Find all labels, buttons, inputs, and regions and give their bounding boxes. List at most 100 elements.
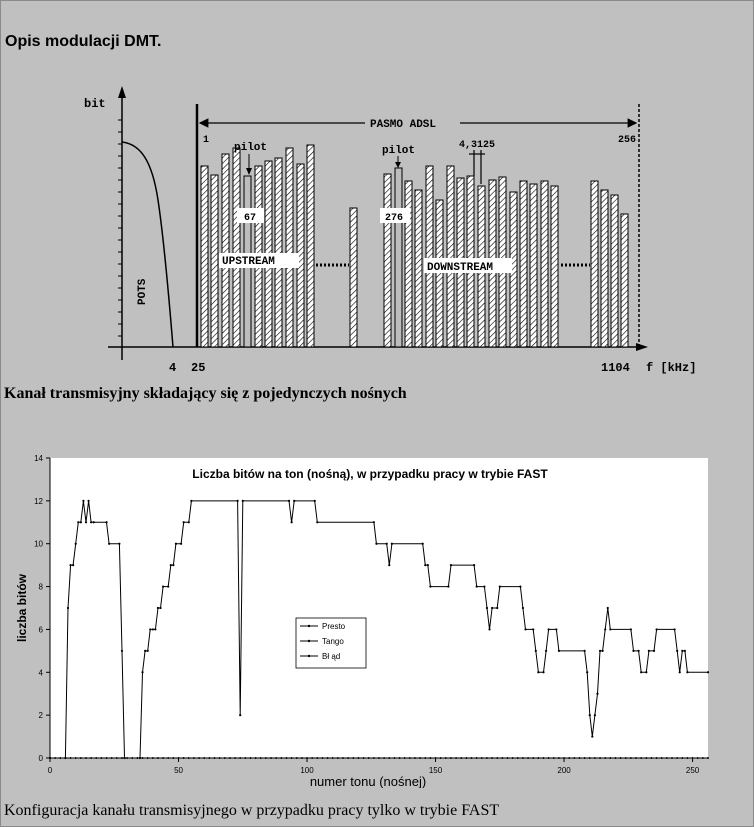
series-point xyxy=(72,564,75,567)
series-point xyxy=(326,757,329,759)
series-point xyxy=(190,499,193,502)
y-tick-label: 14 xyxy=(34,454,43,463)
series-point xyxy=(162,757,164,759)
series-point xyxy=(686,671,689,674)
series-point xyxy=(557,649,561,652)
series-point xyxy=(455,757,458,759)
series-point xyxy=(249,757,252,759)
diagram-y-axis-label: bit xyxy=(84,97,106,111)
series-point xyxy=(182,521,185,524)
series-point xyxy=(388,564,391,567)
series-point xyxy=(444,757,447,759)
series-point xyxy=(588,714,591,717)
pilot-label-upstream: pilot xyxy=(234,142,267,154)
y-tick-label: 2 xyxy=(39,711,44,720)
series-point xyxy=(447,585,450,588)
chart-caption: Konfiguracja kanału transmisyjnego w prz… xyxy=(4,802,500,819)
series-point xyxy=(583,649,586,652)
carrier-spacing-label: 4,3125 xyxy=(459,140,495,151)
chart-y-label: liczba bitów xyxy=(15,573,29,642)
series-point xyxy=(558,757,560,759)
pilot-arrowhead-downstream xyxy=(395,162,401,168)
y-tick-label: 8 xyxy=(39,583,44,592)
series-point xyxy=(701,757,704,759)
chart-x-label: numer tonu (nośnej) xyxy=(310,774,426,788)
series-point xyxy=(524,628,527,631)
series-point xyxy=(586,671,589,674)
series-point xyxy=(79,757,82,759)
series-point xyxy=(660,757,663,759)
series-point xyxy=(105,521,108,524)
series-point xyxy=(491,757,493,759)
series-point xyxy=(144,649,147,652)
series-point xyxy=(108,542,111,545)
series-point xyxy=(229,757,231,759)
series-point xyxy=(198,757,200,759)
series-point xyxy=(686,757,689,759)
bits-per-tone-chart: 0 2 4 6 8 10 12 14 0 50 100 150 200 250 Liczba bitów … xyxy=(15,454,710,788)
series-point xyxy=(313,499,316,502)
series-point xyxy=(485,606,489,610)
series-point xyxy=(522,757,524,759)
series-point xyxy=(434,757,437,759)
series-point xyxy=(311,757,314,759)
series-point xyxy=(609,628,612,631)
chart-title: Liczba bitów na ton (nośną), w przypadku… xyxy=(192,467,548,481)
series-point xyxy=(547,757,550,759)
series-point xyxy=(655,757,658,759)
series-point xyxy=(182,757,185,759)
series-point xyxy=(532,628,535,631)
series-point xyxy=(169,564,172,567)
diagram-x-arrow xyxy=(636,343,648,351)
series-point xyxy=(280,757,283,759)
diagram-caption: Kanał transmisyjny składający się z poje… xyxy=(4,385,407,402)
series-point xyxy=(66,606,70,610)
upstream-label: UPSTREAM xyxy=(222,256,275,268)
legend-marker-blad xyxy=(307,654,311,658)
series-point xyxy=(573,757,576,759)
series-point xyxy=(259,757,262,759)
series-point xyxy=(696,757,699,759)
y-tick-label: 4 xyxy=(39,668,44,677)
series-point xyxy=(270,757,272,759)
series-point xyxy=(421,542,424,545)
series-point xyxy=(141,757,144,759)
series-point xyxy=(470,757,473,759)
series-point xyxy=(673,628,676,631)
x-tick-4: 4 xyxy=(169,361,176,375)
x-tick-1104: 1104 xyxy=(601,361,630,375)
plot-labels: 0 2 4 6 8 10 12 14 0 50 100 150 200 250 xyxy=(34,454,700,775)
series-point xyxy=(352,757,355,759)
series-point xyxy=(336,757,339,759)
series-point xyxy=(241,499,244,502)
legend-marker-tango xyxy=(307,639,311,643)
legend-label-tango: Tango xyxy=(322,637,344,646)
series-point xyxy=(95,757,98,759)
upstream-carriers xyxy=(200,144,358,348)
series-point xyxy=(151,757,154,759)
series-point xyxy=(172,757,175,759)
series-point xyxy=(632,649,635,652)
x-tick-label: 200 xyxy=(557,766,571,775)
series-point xyxy=(488,628,491,631)
y-tick-label: 6 xyxy=(39,625,44,634)
series-point xyxy=(275,757,278,759)
series-point xyxy=(527,757,529,759)
series-point xyxy=(331,757,334,759)
series-point xyxy=(347,757,350,759)
series-point xyxy=(146,757,149,759)
series-point xyxy=(285,757,288,759)
series-point xyxy=(591,735,594,738)
downstream-carriers xyxy=(383,165,629,348)
series-point xyxy=(187,757,190,759)
series-point xyxy=(681,757,684,759)
series-point xyxy=(496,606,499,610)
series-point xyxy=(342,757,344,759)
series-point xyxy=(390,542,393,545)
tone-67-box xyxy=(237,208,264,223)
series-point xyxy=(473,564,476,567)
series-point xyxy=(532,757,535,759)
series-point xyxy=(678,671,681,674)
series-point xyxy=(637,649,640,652)
series-point xyxy=(604,757,607,759)
